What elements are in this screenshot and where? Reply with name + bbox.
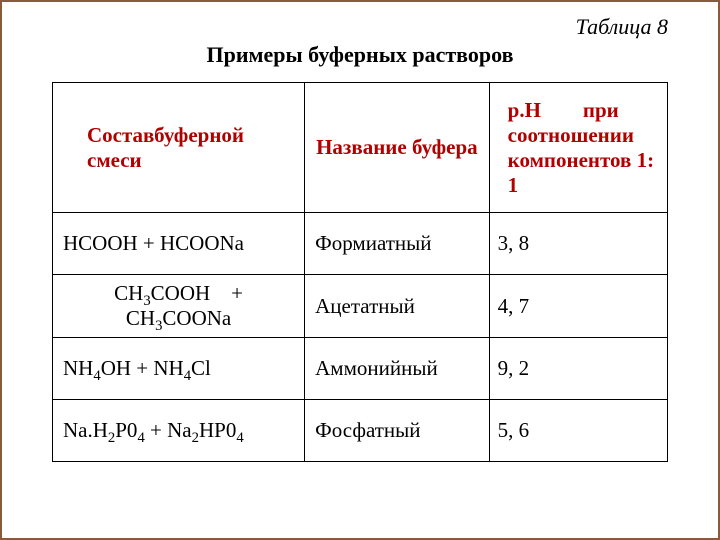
table-title: Примеры буферных растворов	[52, 42, 668, 68]
cell-mix: СН3СООН + СН3СООNa	[53, 275, 305, 338]
cell-ph: 3, 8	[489, 213, 667, 275]
cell-name: Фосфатный	[305, 400, 490, 462]
header-ph-line1: р.Н при	[508, 98, 619, 122]
cell-ph: 9, 2	[489, 338, 667, 400]
table-caption: Таблица 8	[52, 14, 668, 40]
table-row: NН4ОН + NН4Сl Аммонийный 9, 2	[53, 338, 668, 400]
cell-mix: НСООН + НСООNa	[53, 213, 305, 275]
cell-ph: 4, 7	[489, 275, 667, 338]
table-row: Na.Н2Р04 + Na2НР04 Фосфатный 5, 6	[53, 400, 668, 462]
cell-mix: Na.Н2Р04 + Na2НР04	[53, 400, 305, 462]
cell-name: Ацетатный	[305, 275, 490, 338]
table-row: НСООН + НСООNa Формиатный 3, 8	[53, 213, 668, 275]
header-mix: Составбуферной смеси	[53, 83, 305, 213]
cell-ph: 5, 6	[489, 400, 667, 462]
header-ph: р.Н при соотношении компонентов 1: 1	[489, 83, 667, 213]
page-frame: Таблица 8 Примеры буферных растворов Сос…	[0, 0, 720, 540]
table-row: СН3СООН + СН3СООNa Ацетатный 4, 7	[53, 275, 668, 338]
cell-mix: NН4ОН + NН4Сl	[53, 338, 305, 400]
cell-name: Формиатный	[305, 213, 490, 275]
table-header-row: Составбуферной смеси Название буфера р.Н…	[53, 83, 668, 213]
buffer-table: Составбуферной смеси Название буфера р.Н…	[52, 82, 668, 462]
cell-name: Аммонийный	[305, 338, 490, 400]
header-ph-rest: соотношении компонентов 1: 1	[508, 123, 654, 197]
header-name: Название буфера	[305, 83, 490, 213]
